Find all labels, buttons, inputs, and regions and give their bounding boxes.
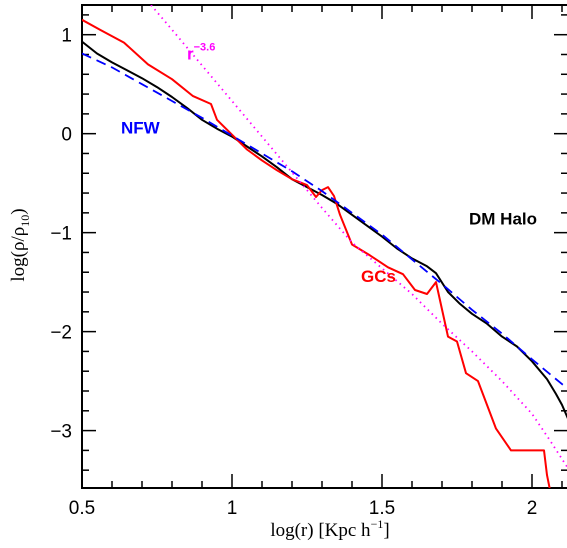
x-tick-label: 1.5 (369, 498, 395, 519)
y-tick-label: −2 (50, 323, 72, 344)
x-axis-title-sup: −1 (371, 517, 384, 531)
y-axis-title-end: ) (8, 208, 29, 214)
x-tick-label: 1 (227, 498, 238, 519)
series-line-dm-halo (82, 40, 567, 419)
series-layer (82, 5, 567, 488)
series-line-r-3-6 (150, 5, 567, 469)
plot-frame (81, 4, 567, 489)
x-tick-label: 2 (527, 498, 538, 519)
x-axis-title: log(r) [Kpc h−1] (270, 517, 389, 541)
series-line-gcs (82, 18, 551, 488)
series-line-nfw (82, 52, 567, 390)
y-tick-label: −1 (50, 224, 72, 245)
annotation-dm-halo: DM Halo (469, 210, 537, 229)
x-axis-title-end: ] (383, 520, 389, 541)
ticks-layer: 0.5 1 1.5 2 1 0 −1 −2 −3 (50, 5, 567, 519)
y-tick-label: −3 (50, 422, 72, 443)
y-axis-title-main: log(ρ/ρ (8, 227, 29, 282)
y-axis-title: log(ρ/ρ10) (8, 208, 32, 281)
annotation-r-power: r−3.6 (187, 41, 215, 63)
y-tick-label: 1 (61, 26, 72, 47)
y-tick-label: 0 (61, 125, 72, 146)
x-axis-title-main: log(r) [Kpc h (270, 520, 371, 541)
y-axis-title-sub: 10 (18, 215, 32, 227)
annotation-nfw: NFW (121, 119, 161, 138)
annotation-layer: NFW DM Halo GCs r−3.6 (121, 41, 537, 286)
x-tick-label: 0.5 (69, 498, 95, 519)
annotation-gcs: GCs (361, 267, 396, 286)
